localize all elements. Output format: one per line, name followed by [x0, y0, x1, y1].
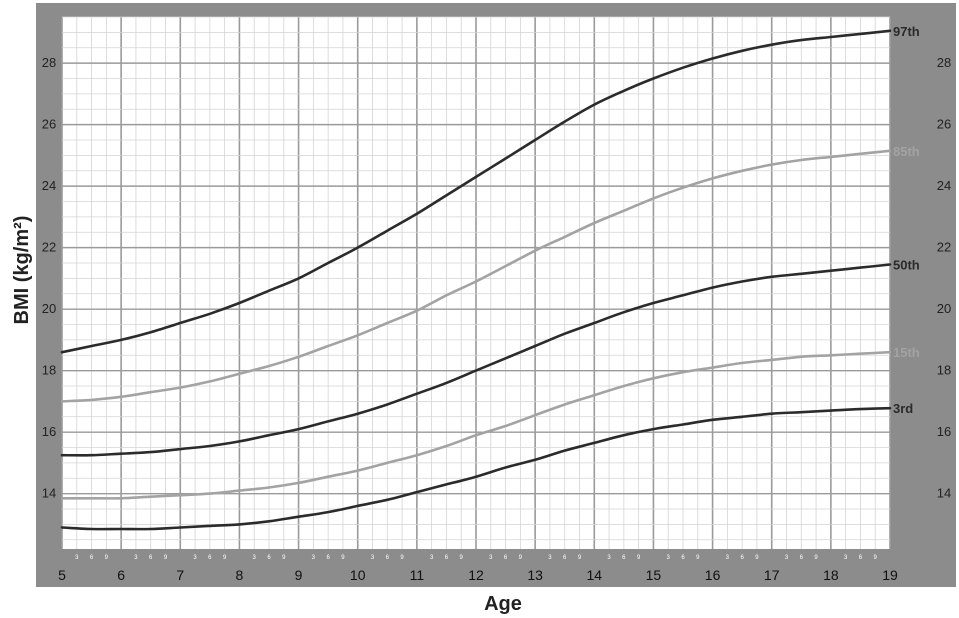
- x-month-tick-label: 3: [726, 555, 730, 561]
- x-month-tick-label: 3: [75, 555, 79, 561]
- x-month-tick-label: 3: [489, 555, 493, 561]
- series-line-97th: [60, 29, 892, 354]
- x-tick-label: 13: [527, 567, 543, 583]
- x-month-tick-label: 6: [622, 555, 626, 561]
- y-tick-label-left: 26: [42, 117, 56, 132]
- x-month-tick-label: 6: [800, 555, 804, 561]
- series-label-3rd: 3rd: [893, 401, 913, 416]
- y-tick-label-right: 20: [937, 301, 951, 316]
- x-tick-label: 17: [764, 567, 780, 583]
- y-tick-label-left: 28: [42, 55, 56, 70]
- series-line-50th: [60, 263, 892, 457]
- x-month-tick-label: 9: [696, 555, 700, 561]
- x-month-tick-label: 9: [164, 555, 168, 561]
- x-month-tick-label: 9: [519, 555, 523, 561]
- x-month-tick-label: 3: [253, 555, 257, 561]
- x-month-tick-label: 6: [267, 555, 271, 561]
- x-month-tick-label: 9: [578, 555, 582, 561]
- y-tick-label-right: 16: [937, 424, 951, 439]
- x-month-tick-label: 6: [445, 555, 449, 561]
- x-month-tick-label: 6: [563, 555, 567, 561]
- x-month-tick-label: 9: [341, 555, 345, 561]
- percentile-curves: [60, 29, 892, 531]
- x-month-tick-label: 6: [740, 555, 744, 561]
- y-tick-label-left: 18: [42, 363, 56, 378]
- x-tick-label: 5: [58, 567, 66, 583]
- x-tick-label: 16: [705, 567, 721, 583]
- chart-frame: [36, 3, 956, 587]
- y-tick-label-right: 24: [937, 178, 951, 193]
- x-tick-label: 8: [236, 567, 244, 583]
- x-month-tick-label: 6: [386, 555, 390, 561]
- series-label-50th: 50th: [893, 258, 920, 273]
- x-tick-label: 10: [350, 567, 366, 583]
- x-month-tick-label: 3: [371, 555, 375, 561]
- y-tick-label-left: 24: [42, 178, 56, 193]
- x-month-tick-label: 3: [844, 555, 848, 561]
- x-tick-label: 11: [410, 567, 425, 583]
- series-line-3rd: [60, 406, 892, 531]
- x-month-tick-label: 6: [504, 555, 508, 561]
- x-month-tick-label: 3: [134, 555, 138, 561]
- x-month-tick-label: 3: [785, 555, 789, 561]
- y-tick-label-right: 14: [937, 486, 951, 501]
- x-tick-label: 19: [882, 567, 898, 583]
- x-month-tick-label: 3: [430, 555, 434, 561]
- x-month-tick-label: 9: [637, 555, 641, 561]
- x-month-tick-label: 3: [548, 555, 552, 561]
- series-label-15th: 15th: [893, 345, 920, 360]
- x-month-tick-label: 3: [607, 555, 611, 561]
- x-month-tick-label: 6: [149, 555, 153, 561]
- x-month-tick-label: 9: [874, 555, 878, 561]
- x-month-tick-label: 3: [193, 555, 197, 561]
- y-tick-label-right: 26: [937, 117, 951, 132]
- x-month-tick-label: 3: [312, 555, 316, 561]
- x-month-tick-label: 9: [223, 555, 227, 561]
- x-axis-month-ticks: 3 6 9 3 6 9 3 6 9 3 6 9 3 6 9 3 6 9 3 6 9 3 6 9 3 6 9 3 6 9 3 6 9 3 6 9 3 6 9 3…: [75, 555, 877, 561]
- y-tick-label-left: 16: [42, 424, 56, 439]
- x-tick-label: 18: [823, 567, 839, 583]
- x-tick-label: 7: [176, 567, 184, 583]
- series-label-97th: 97th: [893, 24, 920, 39]
- y-axis-title: BMI (kg/m²): [11, 216, 33, 325]
- percentile-labels: 97th 85th 50th 15th 3rd: [893, 24, 920, 416]
- x-month-tick-label: 3: [667, 555, 671, 561]
- y-tick-label-left: 22: [42, 240, 56, 255]
- x-tick-label: 15: [646, 567, 662, 583]
- x-axis-title: Age: [484, 593, 522, 615]
- x-month-tick-label: 6: [208, 555, 212, 561]
- x-month-tick-label: 9: [460, 555, 464, 561]
- x-tick-label: 9: [295, 567, 303, 583]
- x-month-tick-label: 9: [814, 555, 818, 561]
- x-month-tick-label: 6: [90, 555, 94, 561]
- series-label-85th: 85th: [893, 144, 920, 159]
- x-month-tick-label: 6: [859, 555, 863, 561]
- x-month-tick-label: 9: [755, 555, 759, 561]
- x-axis-ticks: 5 6 7 8 9 10 11 12 13 14 15 16 17 18 19: [58, 567, 898, 583]
- y-tick-label-right: 22: [937, 240, 951, 255]
- x-month-tick-label: 9: [105, 555, 109, 561]
- x-tick-label: 6: [117, 567, 125, 583]
- y-tick-label-right: 18: [937, 363, 951, 378]
- y-tick-label-right: 28: [937, 55, 951, 70]
- y-axis-ticks: 14 14 16 16 18 18 20 20 22 22 24 24 26 26 28 28: [42, 55, 951, 501]
- y-tick-label-left: 20: [42, 301, 56, 316]
- y-tick-label-left: 14: [42, 486, 56, 501]
- x-month-tick-label: 6: [681, 555, 685, 561]
- x-tick-label: 14: [586, 567, 602, 583]
- x-month-tick-label: 9: [400, 555, 404, 561]
- x-tick-label: 12: [468, 567, 484, 583]
- x-month-tick-label: 9: [282, 555, 286, 561]
- series-line-85th: [60, 149, 892, 403]
- series-line-15th: [60, 350, 892, 500]
- x-month-tick-label: 6: [326, 555, 330, 561]
